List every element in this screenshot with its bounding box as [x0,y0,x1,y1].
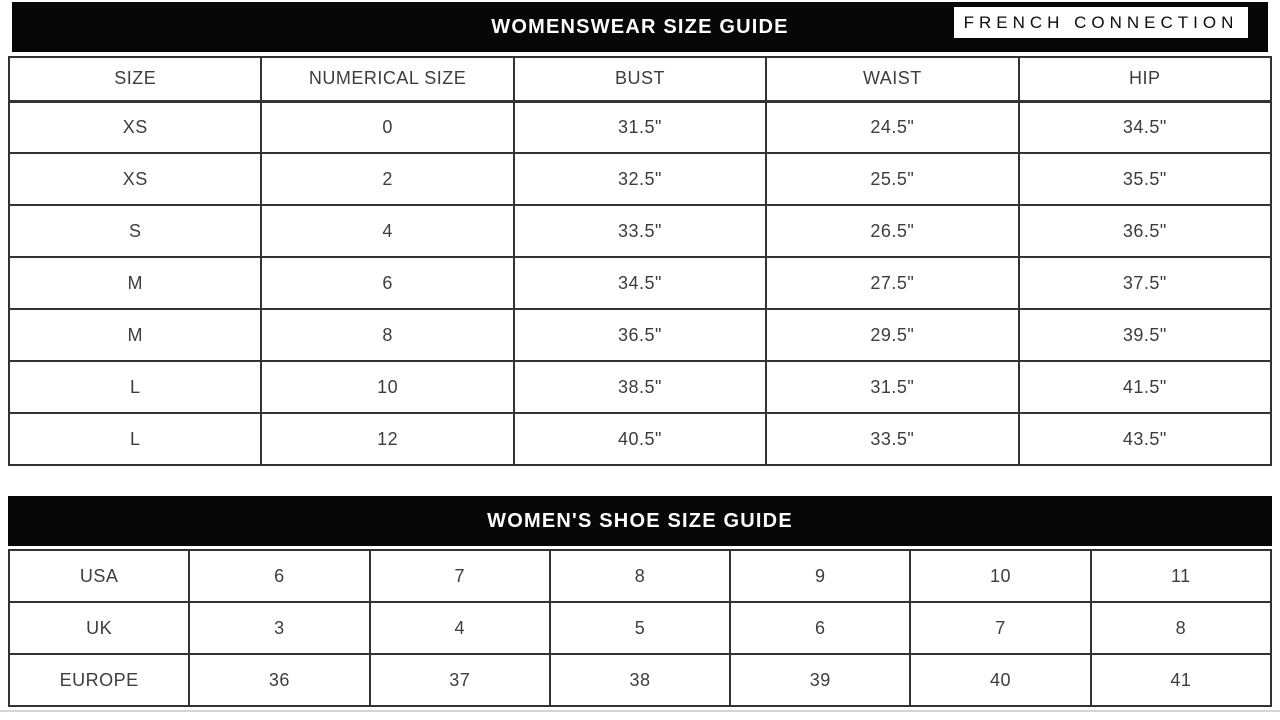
table-row: XS 0 31.5" 24.5" 34.5" [7,100,1273,154]
column-header-hip: HIP [1017,56,1273,103]
table-cell: M [7,256,263,310]
table-cell: 40.5" [512,412,768,466]
table-cell: 31.5" [512,100,768,154]
table-cell: 4 [368,601,551,655]
table-cell: 26.5" [765,204,1020,258]
table-cell: 39.5" [1017,308,1273,362]
table-cell: 7 [368,549,551,603]
table-cell: 36.5" [1017,204,1273,258]
table-cell: 33.5" [765,412,1020,466]
shoe-size-table: USA 6 7 8 9 10 11 UK 3 4 5 6 7 8 EUROPE … [7,549,1273,707]
table-cell: 38.5" [512,360,768,414]
table-cell: 34.5" [512,256,768,310]
table-cell: 36.5" [512,308,768,362]
table-cell: 8 [1089,601,1273,655]
table-row: S 4 33.5" 26.5" 36.5" [7,204,1273,258]
table-cell: 6 [188,549,371,603]
womenswear-banner: WOMENSWEAR SIZE GUIDE FRENCH CONNECTION [12,2,1268,52]
table-cell: XS [7,100,263,154]
row-label-europe: EUROPE [7,653,191,707]
table-row: M 8 36.5" 29.5" 39.5" [7,308,1273,362]
table-cell: M [7,308,263,362]
table-row: L 12 40.5" 33.5" 43.5" [7,412,1273,466]
table-cell: 34.5" [1017,100,1273,154]
table-cell: 6 [260,256,515,310]
table-cell: 4 [260,204,515,258]
table-cell: 41.5" [1017,360,1273,414]
size-table-header-row: SIZE NUMERICAL SIZE BUST WAIST HIP [7,56,1273,103]
table-cell: 37 [368,653,551,707]
row-label-usa: USA [7,549,191,603]
table-cell: 43.5" [1017,412,1273,466]
table-cell: 2 [260,152,515,206]
column-header-numerical-size: NUMERICAL SIZE [260,56,515,103]
table-cell: 32.5" [512,152,768,206]
table-cell: 8 [548,549,732,603]
table-cell: 9 [729,549,912,603]
shoe-size-banner: WOMEN'S SHOE SIZE GUIDE [8,496,1272,546]
table-cell: 8 [260,308,515,362]
table-cell: 11 [1089,549,1273,603]
table-cell: 3 [188,601,371,655]
table-cell: 39 [729,653,912,707]
column-header-size: SIZE [7,56,263,103]
table-cell: 10 [909,549,1092,603]
table-cell: 7 [909,601,1092,655]
table-cell: XS [7,152,263,206]
table-cell: 38 [548,653,732,707]
table-cell: 25.5" [765,152,1020,206]
table-row: UK 3 4 5 6 7 8 [7,601,1273,655]
womenswear-size-table: SIZE NUMERICAL SIZE BUST WAIST HIP XS 0 … [7,56,1273,466]
table-cell: 24.5" [765,100,1020,154]
table-cell: 29.5" [765,308,1020,362]
womenswear-title: WOMENSWEAR SIZE GUIDE [491,15,789,38]
table-cell: 36 [188,653,371,707]
bottom-divider [0,710,1280,712]
table-row: EUROPE 36 37 38 39 40 41 [7,653,1273,707]
table-cell: 12 [260,412,515,466]
table-cell: 5 [548,601,732,655]
table-cell: 37.5" [1017,256,1273,310]
table-cell: 31.5" [765,360,1020,414]
table-cell: 40 [909,653,1092,707]
table-cell: 33.5" [512,204,768,258]
table-cell: L [7,412,263,466]
brand-logo: FRENCH CONNECTION [954,7,1248,38]
column-header-bust: BUST [512,56,768,103]
table-row: L 10 38.5" 31.5" 41.5" [7,360,1273,414]
shoe-size-title: WOMEN'S SHOE SIZE GUIDE [487,509,793,532]
table-cell: 35.5" [1017,152,1273,206]
brand-logo-text: FRENCH CONNECTION [963,12,1239,32]
table-cell: 41 [1089,653,1273,707]
column-header-waist: WAIST [765,56,1020,103]
table-cell: L [7,360,263,414]
table-row: XS 2 32.5" 25.5" 35.5" [7,152,1273,206]
row-label-uk: UK [7,601,191,655]
table-cell: 0 [260,100,515,154]
table-cell: 10 [260,360,515,414]
table-row: M 6 34.5" 27.5" 37.5" [7,256,1273,310]
table-cell: 6 [729,601,912,655]
table-row: USA 6 7 8 9 10 11 [7,549,1273,603]
table-cell: S [7,204,263,258]
table-cell: 27.5" [765,256,1020,310]
